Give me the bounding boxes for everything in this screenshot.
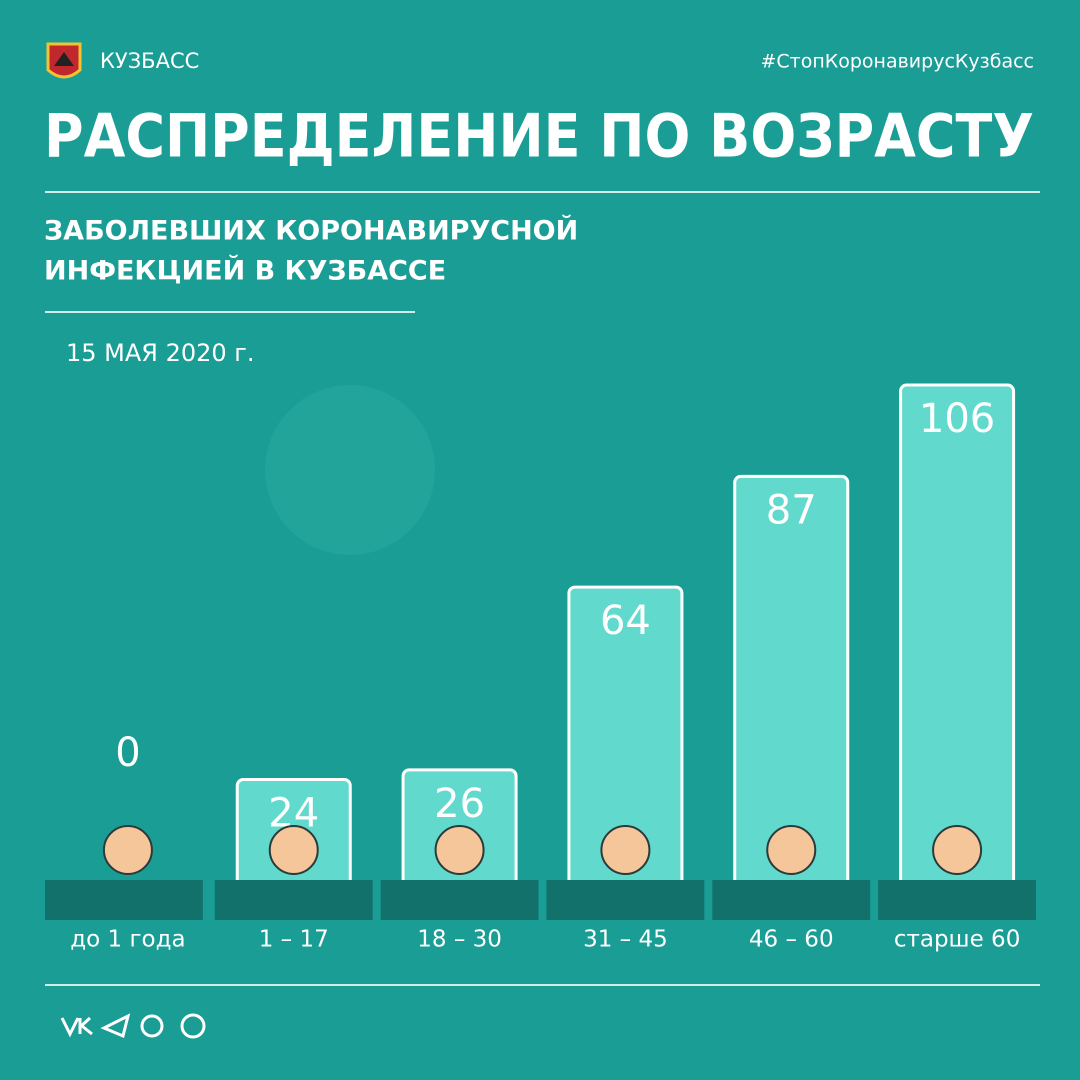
category-strip [878, 880, 1036, 920]
value-label: 87 [766, 487, 817, 533]
date: 15 МАЯ 2020 г. [66, 339, 255, 367]
person-icon [268, 825, 319, 875]
x-tick-label: 31 – 45 [583, 927, 668, 953]
hashtag: #СтопКоронавирусКузбасс [760, 51, 1034, 73]
value-label: 26 [434, 781, 485, 827]
virus-decoration [265, 385, 435, 555]
value-label: 106 [919, 396, 995, 442]
brand: КУЗБАСС [100, 49, 199, 73]
category-strip [214, 880, 373, 920]
person-icon [600, 825, 651, 875]
subtitle: ИНФЕКЦИЕЙ В КУЗБАССЕ [44, 255, 446, 287]
subtitle: ЗАБОЛЕВШИХ КОРОНАВИРУСНОЙ [44, 215, 578, 247]
person-icon [102, 825, 153, 875]
category-strip [45, 880, 203, 920]
bar [899, 383, 1016, 897]
x-tick-label: 18 – 30 [417, 927, 502, 953]
x-tick-label: 46 – 60 [749, 927, 834, 953]
person-icon [434, 825, 485, 875]
person-icon [766, 825, 817, 875]
category-strip [546, 880, 705, 920]
category-strip [712, 880, 871, 920]
social-icons [60, 1013, 206, 1039]
coat-of-arms [46, 42, 82, 79]
x-tick-label: 1 – 17 [259, 927, 329, 953]
value-label: 0 [115, 730, 140, 776]
x-tick-label: до 1 года [70, 927, 185, 953]
category-strip [380, 880, 539, 920]
value-label: 64 [600, 598, 651, 644]
person-icon [932, 825, 983, 875]
x-tick-label: старше 60 [894, 927, 1021, 953]
chart-title: РАСПРЕДЕЛЕНИЕ ПО ВОЗРАСТУ [44, 102, 1034, 172]
